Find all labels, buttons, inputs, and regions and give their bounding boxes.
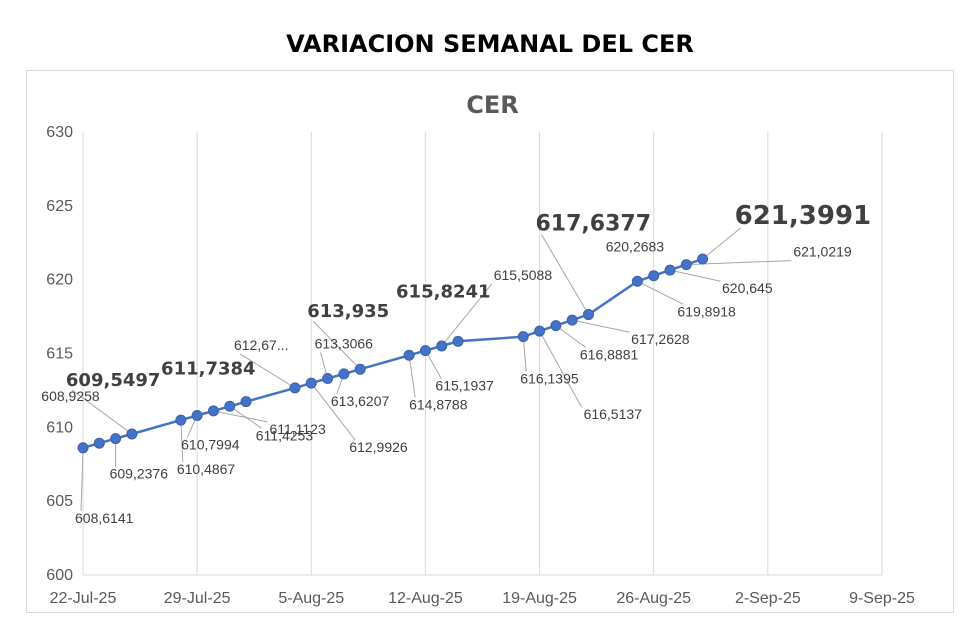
data-label-leader [310, 382, 356, 441]
y-tick-label: 600 [46, 567, 73, 584]
data-point [77, 442, 89, 454]
data-point [93, 437, 105, 449]
series-line [82, 257, 704, 450]
y-tick-label: 625 [46, 198, 73, 215]
data-point [419, 345, 431, 357]
data-point [175, 414, 187, 426]
data-point [582, 309, 594, 321]
data-label: 611,1123 [269, 421, 326, 437]
data-point [207, 405, 219, 417]
data-label: 615,5088 [494, 267, 553, 283]
data-label: 619,8918 [677, 303, 736, 319]
data-label: 620,2683 [606, 239, 665, 255]
data-label-leader [522, 336, 527, 372]
data-point [191, 410, 203, 422]
data-point [289, 382, 301, 394]
data-point [305, 377, 317, 389]
data-label: 613,935 [307, 301, 389, 322]
data-point [566, 314, 578, 326]
chart-area: CER 600 605 610 615 620 625 630 22-Jul-25 29-Jul-… [26, 70, 954, 613]
data-label: 608,9258 [41, 388, 100, 404]
data-label: 610,4867 [177, 461, 236, 477]
data-label: 609,5497 [66, 370, 161, 391]
x-tick-label: 19-Aug-25 [502, 590, 577, 607]
data-point [534, 325, 546, 337]
data-label: 614,8788 [409, 396, 468, 412]
y-tick-label: 610 [46, 419, 73, 436]
data-label-leader [441, 283, 493, 347]
data-label-leader [312, 320, 361, 370]
y-tick-label: 620 [46, 272, 73, 289]
data-label-leader [572, 319, 630, 333]
x-tick-label: 2-Sep-25 [735, 590, 801, 607]
data-point [648, 270, 660, 282]
data-label-leader [239, 353, 296, 389]
data-point [697, 253, 709, 265]
data-point [126, 428, 138, 440]
data-point [517, 331, 529, 343]
data-label: 613,6207 [331, 393, 390, 409]
data-label-leader [702, 227, 741, 260]
x-tick-label: 29-Jul-25 [164, 590, 231, 607]
data-point [631, 275, 643, 287]
chart-title: CER [466, 91, 519, 119]
data-label-leader [71, 389, 133, 435]
data-label-leader [669, 269, 721, 282]
data-label: 611,7384 [161, 359, 256, 380]
data-point [240, 396, 252, 408]
data-point [550, 320, 562, 332]
data-label: 621,3991 [735, 201, 872, 231]
data-label-leader [80, 447, 84, 511]
data-label: 616,5137 [584, 406, 643, 422]
data-label-leader [408, 355, 416, 398]
y-tick-label: 605 [46, 493, 73, 510]
cer-line-chart: CER 600 605 610 615 620 625 630 22-Jul-25 29-Jul-… [41, 91, 915, 607]
x-tick-label: 9-Sep-25 [849, 590, 915, 607]
data-label: 615,1937 [435, 378, 494, 394]
data-label-leader [539, 330, 583, 408]
data-label: 611,4253 [256, 427, 314, 443]
data-label: 620,645 [722, 280, 773, 296]
data-label: 612,67... [234, 337, 289, 353]
x-tick-label: 26-Aug-25 [616, 590, 691, 607]
data-label-leader [541, 234, 589, 315]
data-label-leader [637, 280, 684, 305]
y-tick-label: 630 [46, 124, 73, 141]
data-label: 617,2628 [631, 331, 690, 347]
data-point [110, 433, 122, 445]
data-point [452, 335, 464, 347]
data-label: 613,3066 [315, 336, 374, 352]
data-point [403, 349, 415, 361]
x-tick-label: 5-Aug-25 [278, 590, 344, 607]
data-label-leader [555, 325, 587, 349]
data-label: 608,6141 [75, 510, 134, 526]
data-label: 616,8881 [580, 347, 639, 363]
data-point [338, 368, 350, 380]
data-label: 617,6377 [535, 212, 651, 237]
data-point [354, 363, 366, 375]
data-label-leader [180, 420, 184, 463]
data-label: 612,9926 [349, 439, 408, 455]
data-label: 616,1395 [520, 371, 579, 387]
data-label: 621,0219 [793, 244, 852, 260]
data-point [224, 400, 236, 412]
data-label: 610,7994 [181, 437, 240, 453]
data-point [322, 373, 334, 385]
y-tick-label: 615 [46, 346, 73, 363]
data-point [680, 259, 692, 271]
data-label: 609,2376 [110, 466, 169, 482]
x-tick-label: 12-Aug-25 [388, 590, 463, 607]
page-title: VARIACION SEMANAL DEL CER [286, 30, 694, 58]
data-label-leader [213, 410, 268, 423]
x-tick-label: 22-Jul-25 [50, 590, 117, 607]
data-label: 615,8241 [396, 281, 491, 302]
data-point [664, 264, 676, 276]
data-label-leader [229, 405, 263, 429]
data-point [436, 340, 448, 352]
